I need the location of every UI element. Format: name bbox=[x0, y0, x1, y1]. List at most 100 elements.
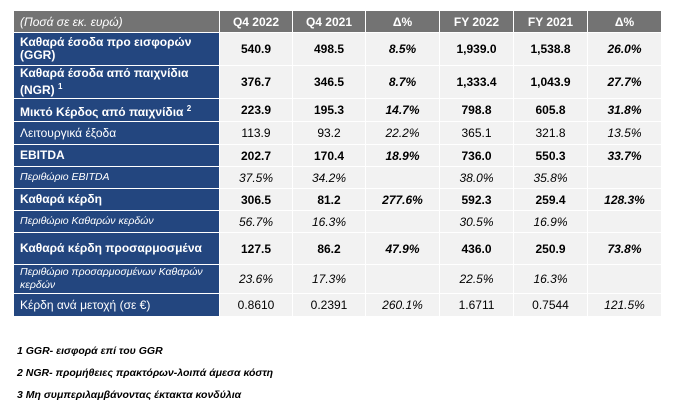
table-cell: 18.9% bbox=[365, 144, 440, 167]
row-label-text: Περιθώριο προσαρμοσμένων Καθαρών κερδών bbox=[20, 266, 203, 291]
table-cell: 306.5 bbox=[219, 188, 293, 211]
table-cell: 0.2391 bbox=[292, 293, 366, 317]
table-cell: 223.9 bbox=[219, 98, 293, 122]
footnote-1: 1 GGR- εισφορά επί του GGR bbox=[17, 345, 163, 357]
table-cell: 1,043.9 bbox=[513, 65, 588, 99]
table-row: EBITDA 202.7 170.4 18.9% 736.0 550.3 33.7% bbox=[13, 144, 662, 167]
table-cell: 13.5% bbox=[587, 121, 662, 145]
table-row: Καθαρά κέρδη 306.5 81.2 277.6% 592.3 259.4 128… bbox=[13, 188, 662, 211]
col-header-q4-2022: Q4 2022 bbox=[219, 10, 293, 33]
table-cell: 798.8 bbox=[439, 98, 514, 122]
table-cell: 86.2 bbox=[292, 232, 366, 265]
table-cell: 195.3 bbox=[292, 98, 366, 122]
footnote-2: 2 NGR- προμήθειες πρακτόρων-λοιπά άμεσα … bbox=[17, 367, 274, 379]
table-cell: 16.3% bbox=[513, 264, 588, 294]
col-header-fy-change: Δ% bbox=[587, 10, 662, 33]
row-label: Κέρδη ανά μετοχή (σε €) bbox=[13, 293, 220, 317]
footnote-3: 3 Μη συμπεριλαμβάνοντας έκτακτα κονδύλια bbox=[17, 389, 242, 401]
row-label-text: Λειτουργικά έξοδα bbox=[20, 125, 117, 140]
row-label-text: Κέρδη ανά μετοχή (σε €) bbox=[20, 297, 151, 312]
table-cell: 1,333.4 bbox=[439, 65, 514, 99]
row-label-text: Καθαρά έσοδα προ εισφορών (GGR) bbox=[20, 35, 192, 62]
table-cell: 17.3% bbox=[292, 264, 366, 294]
table-row: Καθαρά έσοδα από παιχνίδια (NGR) 1 376.7 3… bbox=[13, 65, 662, 99]
row-label: Περιθώριο Καθαρών κερδών bbox=[13, 210, 220, 233]
table-cell: 30.5% bbox=[439, 210, 514, 233]
col-header-fy-2021: FY 2021 bbox=[513, 10, 588, 33]
table-cell: 127.5 bbox=[219, 232, 293, 265]
row-label: EBITDA bbox=[13, 144, 220, 167]
col-header-q4-change: Δ% bbox=[365, 10, 440, 33]
row-label: Καθαρά έσοδα προ εισφορών (GGR) bbox=[13, 32, 220, 66]
table-cell: 0.8610 bbox=[219, 293, 293, 317]
table-row: Περιθώριο Καθαρών κερδών 56.7% 16.3% 30.5% 1… bbox=[13, 210, 662, 233]
table-cell: 550.3 bbox=[513, 144, 588, 167]
table-cell bbox=[587, 210, 662, 233]
row-label: Περιθώριο προσαρμοσμένων Καθαρών κερδών bbox=[13, 264, 220, 294]
table-cell: 260.1% bbox=[365, 293, 440, 317]
row-label-text: EBITDA bbox=[20, 148, 65, 162]
table-cell: 16.3% bbox=[292, 210, 366, 233]
table-cell: 8.5% bbox=[365, 32, 440, 66]
table-cell: 16.9% bbox=[513, 210, 588, 233]
table-row: Περιθώριο προσαρμοσμένων Καθαρών κερδών 2… bbox=[13, 264, 662, 294]
table-cell: 26.0% bbox=[587, 32, 662, 66]
table-cell: 93.2 bbox=[292, 121, 366, 145]
table-cell: 436.0 bbox=[439, 232, 514, 265]
table-cell: 376.7 bbox=[219, 65, 293, 99]
table-cell: 27.7% bbox=[587, 65, 662, 99]
table-cell: 170.4 bbox=[292, 144, 366, 167]
footnote-marker: 1 bbox=[58, 82, 63, 91]
row-label: Περιθώριο EBITDA bbox=[13, 166, 220, 189]
table-cell: 121.5% bbox=[587, 293, 662, 317]
financial-results-table: (Ποσά σε εκ. ευρώ) Q4 2022 Q4 2021 Δ% FY… bbox=[13, 10, 662, 317]
table-cell: 8.7% bbox=[365, 65, 440, 99]
row-label: Καθαρά κέρδη προσαρμοσμένα bbox=[13, 232, 220, 265]
table-cell: 113.9 bbox=[219, 121, 293, 145]
table-cell bbox=[365, 166, 440, 189]
table-cell: 37.5% bbox=[219, 166, 293, 189]
table-row: Λειτουργικά έξοδα 113.9 93.2 22.2% 365.1 321.… bbox=[13, 121, 662, 145]
row-label: Μικτό Κέρδος από παιχνίδια 2 bbox=[13, 98, 220, 122]
table-header-row: (Ποσά σε εκ. ευρώ) Q4 2022 Q4 2021 Δ% FY… bbox=[13, 10, 662, 33]
table-cell: 592.3 bbox=[439, 188, 514, 211]
table-cell: 540.9 bbox=[219, 32, 293, 66]
table-cell: 56.7% bbox=[219, 210, 293, 233]
table-row: Μικτό Κέρδος από παιχνίδια 2 223.9 195.3 14… bbox=[13, 98, 662, 122]
table-cell bbox=[365, 210, 440, 233]
table-cell: 22.2% bbox=[365, 121, 440, 145]
table-row: Κέρδη ανά μετοχή (σε €) 0.8610 0.2391 260.1… bbox=[13, 293, 662, 317]
col-header-fy-2022: FY 2022 bbox=[439, 10, 514, 33]
table-cell: 277.6% bbox=[365, 188, 440, 211]
table-cell: 0.7544 bbox=[513, 293, 588, 317]
table-body: Καθαρά έσοδα προ εισφορών (GGR) 540.9 498.… bbox=[13, 32, 662, 317]
table-cell: 14.7% bbox=[365, 98, 440, 122]
col-header-q4-2021: Q4 2021 bbox=[292, 10, 366, 33]
row-label-text: Καθαρά κέρδη προσαρμοσμένα bbox=[20, 241, 202, 255]
table-cell bbox=[365, 264, 440, 294]
row-label-text: Περιθώριο EBITDA bbox=[20, 171, 110, 183]
table-cell: 47.9% bbox=[365, 232, 440, 265]
row-label-text: Μικτό Κέρδος από παιχνίδια bbox=[20, 104, 184, 119]
table-cell: 81.2 bbox=[292, 188, 366, 211]
table-cell: 498.5 bbox=[292, 32, 366, 66]
table-cell: 128.3% bbox=[587, 188, 662, 211]
table-cell: 321.8 bbox=[513, 121, 588, 145]
table-cell: 34.2% bbox=[292, 166, 366, 189]
row-label-text: Καθαρά κέρδη bbox=[20, 192, 102, 206]
table-cell: 605.8 bbox=[513, 98, 588, 122]
table-cell: 736.0 bbox=[439, 144, 514, 167]
row-label: Λειτουργικά έξοδα bbox=[13, 121, 220, 145]
row-label-text: Περιθώριο Καθαρών κερδών bbox=[20, 215, 154, 227]
table-cell: 35.8% bbox=[513, 166, 588, 189]
table-cell: 346.5 bbox=[292, 65, 366, 99]
table-cell: 31.8% bbox=[587, 98, 662, 122]
table-row: Περιθώριο EBITDA 37.5% 34.2% 38.0% 35.8% bbox=[13, 166, 662, 189]
table-cell bbox=[587, 264, 662, 294]
table-cell: 1,939.0 bbox=[439, 32, 514, 66]
row-label: Καθαρά κέρδη bbox=[13, 188, 220, 211]
footnotes: 1 GGR- εισφορά επί του GGR 2 NGR- προμήθ… bbox=[17, 344, 273, 410]
table-cell: 33.7% bbox=[587, 144, 662, 167]
table-cell: 38.0% bbox=[439, 166, 514, 189]
